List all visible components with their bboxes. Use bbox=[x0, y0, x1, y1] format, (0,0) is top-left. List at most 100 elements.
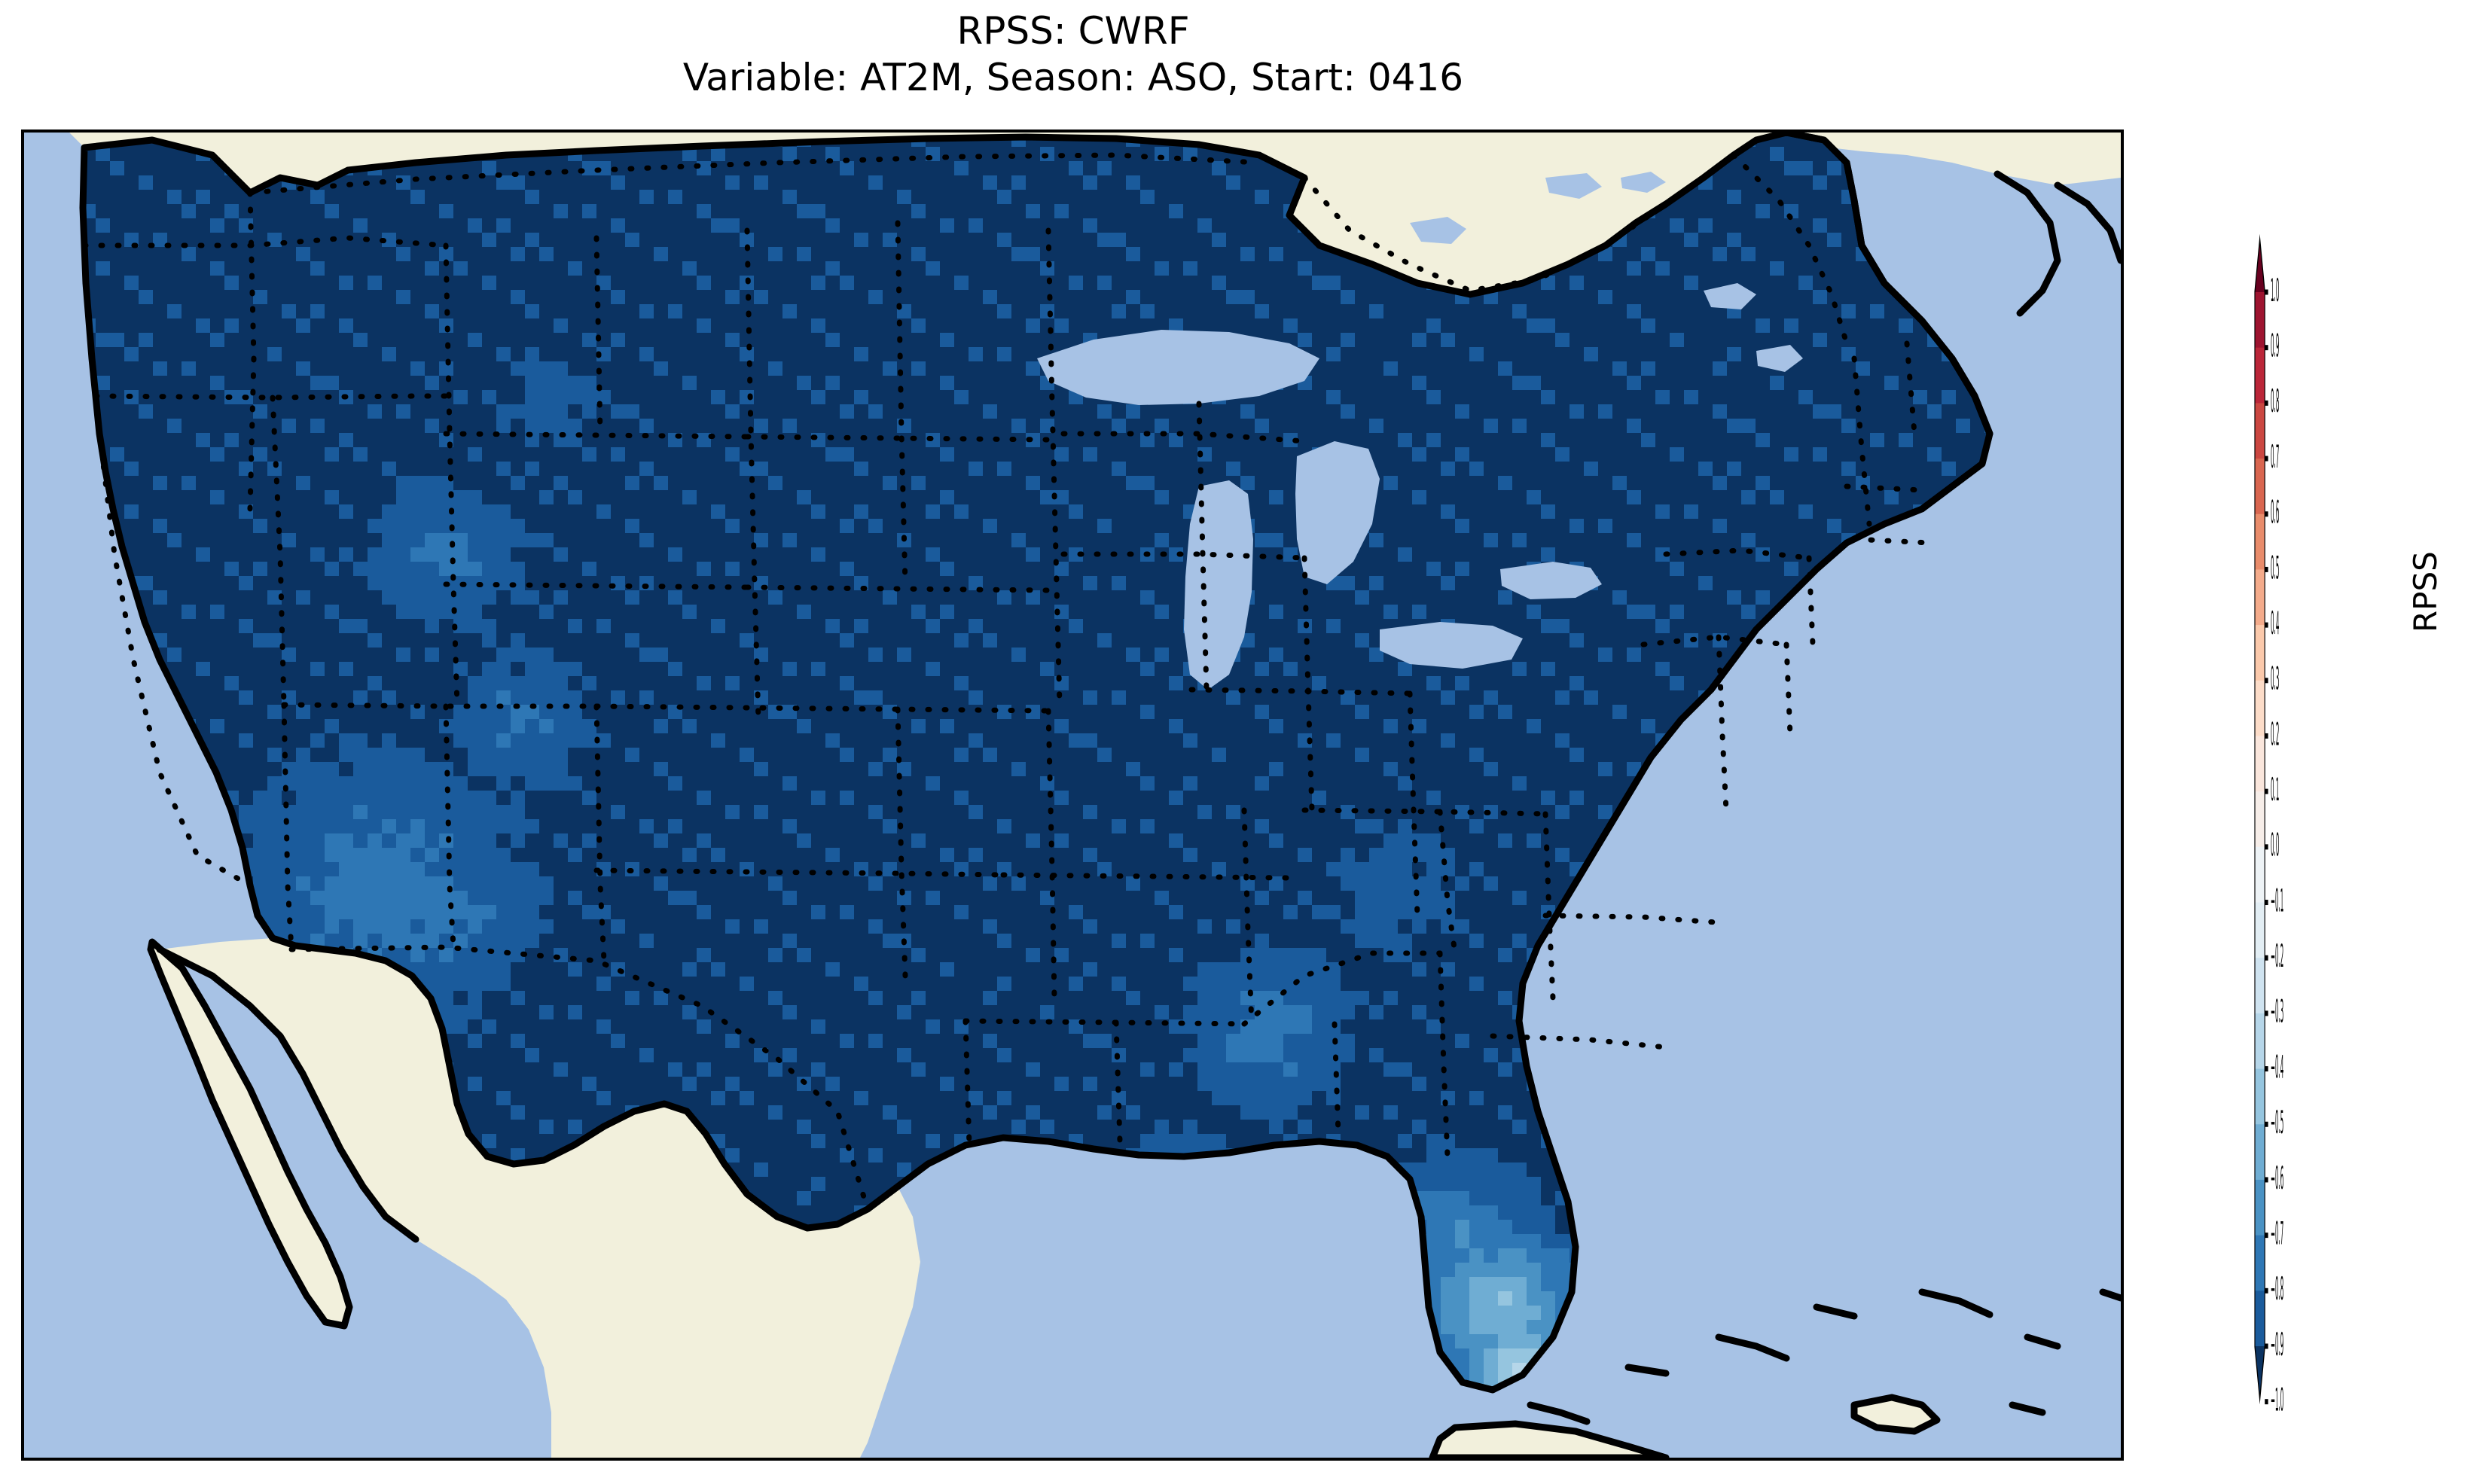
rpss-grid-cell bbox=[1169, 404, 1184, 419]
rpss-grid-cell bbox=[1197, 175, 1213, 190]
rpss-grid-cell bbox=[1469, 390, 1484, 405]
rpss-grid-cell bbox=[1541, 547, 1556, 562]
rpss-grid-cell bbox=[482, 175, 497, 190]
rpss-grid-cell bbox=[983, 576, 998, 591]
rpss-grid-cell bbox=[1612, 433, 1627, 448]
rpss-grid-cell bbox=[1813, 304, 1828, 319]
rpss-grid-cell bbox=[1240, 247, 1255, 262]
rpss-grid-cell bbox=[983, 218, 998, 233]
rpss-grid-cell bbox=[1140, 562, 1155, 577]
rpss-grid-cell bbox=[496, 605, 511, 620]
rpss-grid-cell bbox=[382, 504, 397, 520]
rpss-grid-cell bbox=[1183, 433, 1198, 448]
rpss-grid-cell bbox=[596, 276, 612, 291]
rpss-grid-cell bbox=[1169, 218, 1184, 233]
rpss-grid-cell bbox=[1112, 233, 1127, 248]
rpss-grid-cell bbox=[482, 447, 497, 462]
rpss-grid-cell bbox=[539, 218, 554, 233]
rpss-grid-cell bbox=[825, 233, 840, 248]
rpss-grid-cell bbox=[1770, 333, 1785, 348]
rpss-grid-cell bbox=[1169, 204, 1184, 219]
rpss-grid-cell bbox=[1097, 147, 1112, 162]
rpss-grid-cell bbox=[453, 433, 468, 448]
rpss-grid-cell bbox=[1512, 361, 1527, 376]
rpss-grid-cell bbox=[282, 562, 297, 577]
rpss-grid-cell bbox=[1040, 504, 1055, 520]
rpss-grid-cell bbox=[1097, 233, 1112, 248]
rpss-grid-cell bbox=[224, 547, 239, 562]
rpss-grid-cell bbox=[1784, 276, 1799, 291]
rpss-grid-cell bbox=[210, 590, 225, 605]
rpss-grid-cell bbox=[1426, 504, 1441, 520]
rpss-grid-cell bbox=[1741, 504, 1756, 520]
rpss-grid-cell bbox=[940, 519, 955, 534]
rpss-grid-cell bbox=[425, 261, 440, 276]
rpss-grid-cell bbox=[1555, 547, 1570, 562]
rpss-grid-cell bbox=[511, 290, 526, 305]
rpss-grid-cell bbox=[1183, 190, 1198, 205]
rpss-grid-cell bbox=[1326, 261, 1341, 276]
rpss-grid-cell bbox=[1741, 490, 1756, 505]
rpss-grid-cell bbox=[754, 462, 769, 477]
rpss-grid-cell bbox=[854, 490, 869, 505]
rpss-grid-cell bbox=[682, 190, 697, 205]
rpss-grid-cell bbox=[1512, 333, 1527, 348]
rpss-grid-cell bbox=[825, 261, 840, 276]
rpss-grid-cell bbox=[496, 404, 511, 419]
rpss-grid-cell bbox=[1770, 175, 1785, 190]
rpss-grid-cell bbox=[1698, 190, 1713, 205]
rpss-grid-cell bbox=[711, 562, 726, 577]
rpss-grid-cell bbox=[1641, 419, 1656, 434]
rpss-grid-cell bbox=[1212, 462, 1227, 477]
rpss-grid-cell bbox=[1097, 504, 1112, 520]
rpss-grid-cell bbox=[868, 304, 883, 319]
rpss-grid-cell bbox=[883, 276, 898, 291]
rpss-grid-cell bbox=[511, 276, 526, 291]
rpss-grid-cell bbox=[782, 404, 798, 419]
rpss-grid-cell bbox=[954, 605, 969, 620]
rpss-grid-cell bbox=[1212, 161, 1227, 176]
rpss-grid-cell bbox=[1097, 247, 1112, 262]
rpss-grid-cell bbox=[1011, 233, 1027, 248]
rpss-grid-cell bbox=[1069, 433, 1084, 448]
rpss-grid-cell bbox=[1026, 447, 1041, 462]
rpss-grid-cell bbox=[1011, 147, 1027, 162]
rpss-grid-cell bbox=[1484, 390, 1499, 405]
rpss-grid-cell bbox=[325, 533, 340, 548]
rpss-grid-cell bbox=[382, 376, 397, 391]
rpss-grid-cell bbox=[1727, 175, 1742, 190]
rpss-grid-cell bbox=[496, 504, 511, 520]
rpss-grid-cell bbox=[883, 304, 898, 319]
rpss-grid-cell bbox=[1011, 376, 1027, 391]
rpss-grid-cell bbox=[396, 247, 411, 262]
rpss-grid-cell bbox=[496, 490, 511, 505]
rpss-grid-cell bbox=[782, 276, 798, 291]
rpss-grid-cell bbox=[711, 147, 726, 162]
rpss-grid-cell bbox=[1126, 590, 1141, 605]
rpss-grid-cell bbox=[1827, 290, 1842, 305]
rpss-grid-cell bbox=[353, 233, 368, 248]
rpss-grid-cell bbox=[1112, 504, 1127, 520]
rpss-grid-cell bbox=[1383, 404, 1399, 419]
rpss-grid-cell bbox=[1598, 490, 1613, 505]
rpss-grid-cell bbox=[1140, 233, 1155, 248]
rpss-grid-cell bbox=[196, 490, 211, 505]
rpss-grid-cell bbox=[196, 290, 211, 305]
rpss-grid-cell bbox=[940, 347, 955, 362]
rpss-grid-cell bbox=[396, 433, 411, 448]
rpss-grid-cell bbox=[1727, 419, 1742, 434]
rpss-grid-cell bbox=[1398, 333, 1413, 348]
rpss-grid-cell bbox=[883, 161, 898, 176]
rpss-grid-cell bbox=[482, 476, 497, 491]
rpss-grid-cell bbox=[1827, 161, 1842, 176]
rpss-grid-cell bbox=[825, 490, 840, 505]
rpss-grid-cell bbox=[1126, 161, 1141, 176]
rpss-grid-cell bbox=[1226, 304, 1241, 319]
rpss-grid-cell bbox=[1627, 347, 1642, 362]
rpss-grid-cell bbox=[1698, 562, 1713, 577]
rpss-grid-cell bbox=[582, 504, 597, 520]
rpss-grid-cell bbox=[1069, 218, 1084, 233]
rpss-grid-cell bbox=[754, 290, 769, 305]
rpss-grid-cell bbox=[1598, 361, 1613, 376]
rpss-grid-cell bbox=[883, 433, 898, 448]
